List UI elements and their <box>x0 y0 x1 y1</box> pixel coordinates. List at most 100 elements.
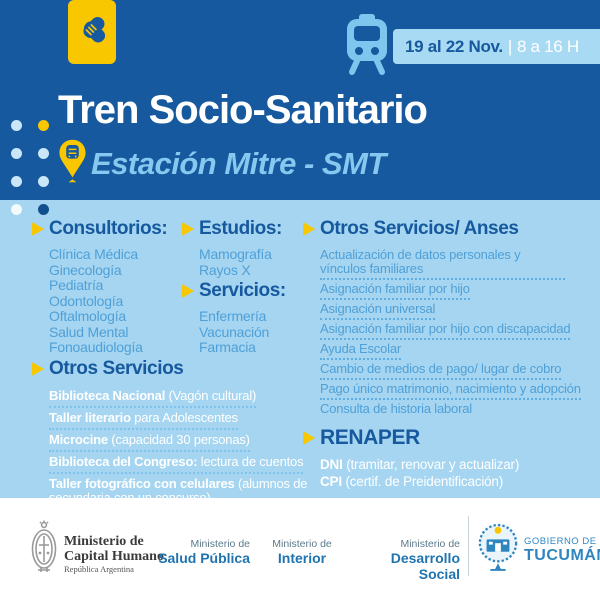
list-item: Salud Mental <box>49 323 129 340</box>
decorative-dot <box>11 204 22 215</box>
badge-hours: 8 a 16 H <box>516 36 579 56</box>
ministerio-salud-publica: Ministerio de Salud Pública <box>158 538 250 566</box>
list-item: Cambio de medios de pago/ lugar de cobro <box>320 361 562 380</box>
ministry-name: Salud Pública <box>158 550 250 566</box>
anses-list: Actualización de datos personales y vínc… <box>303 247 581 418</box>
item-lead: Biblioteca del Congreso: <box>49 454 198 469</box>
item-lead: Biblioteca Nacional <box>49 388 166 403</box>
decorative-dot <box>11 148 22 159</box>
subtitle-row: Estación Mitre - SMT <box>58 138 386 189</box>
item-rest: (capacidad 30 personas) <box>107 432 250 447</box>
servicios-list: Enfermería Vacunación Farmacia <box>182 308 286 356</box>
ministerio-capital-humano: Ministerio de Capital Humano República A… <box>64 534 164 575</box>
section-title: Otros Servicios <box>49 358 184 379</box>
bullet-triangle-icon <box>182 284 194 298</box>
list-item: Ayuda Escolar <box>320 341 401 360</box>
list-item: Biblioteca Nacional (Vagón cultural) <box>49 387 256 408</box>
item-rest: para Adolescentes <box>130 410 238 425</box>
consultorios-list: Clínica Médica Ginecología Pediatría Odo… <box>32 246 167 356</box>
section-renaper: RENAPER DNI (tramitar, renovar y actuali… <box>303 426 519 490</box>
bullet-triangle-icon <box>182 222 194 236</box>
section-title: Servicios: <box>199 280 286 301</box>
badge-dates: 19 al 22 Nov. <box>405 36 503 56</box>
decorative-dot <box>11 120 22 131</box>
bullet-triangle-icon <box>303 431 315 445</box>
item-lead: Taller fotográfico con celulares <box>49 476 235 491</box>
section-title: RENAPER <box>320 426 420 449</box>
section-anses: Otros Servicios/ Anses Actualización de … <box>303 218 581 419</box>
decorative-dot <box>38 176 49 187</box>
government-label: GOBIERNO DE <box>524 536 597 547</box>
bullet-triangle-icon <box>32 222 44 236</box>
section-title: Otros Servicios/ Anses <box>320 218 519 239</box>
list-item: Actualización de datos personales y vínc… <box>320 247 565 280</box>
renaper-list: DNI (tramitar, renovar y actualizar) CPI… <box>303 457 519 490</box>
header-banner: 19 al 22 Nov. | 8 a 16 H Tren Socio-Sani… <box>0 0 600 200</box>
decorative-dot <box>38 148 49 159</box>
bullet-triangle-icon <box>32 362 44 376</box>
section-title: Estudios: <box>199 218 282 239</box>
list-item: Oftalmología <box>49 308 126 324</box>
train-icon <box>344 14 390 76</box>
list-item: DNI (tramitar, renovar y actualizar) <box>320 457 519 474</box>
section-servicios: Servicios: Enfermería Vacunación Farmaci… <box>182 280 286 356</box>
handshake-logo-tile <box>68 0 116 64</box>
tucuman-emblem-icon <box>477 518 519 581</box>
list-item: Ginecología <box>49 261 122 278</box>
date-time-badge: 19 al 22 Nov. | 8 a 16 H <box>393 29 600 64</box>
decorative-dot <box>38 120 49 131</box>
ministry-name: Interior <box>277 550 327 566</box>
list-item: Fonoaudiología <box>49 339 143 355</box>
item-lead: Microcine <box>49 432 108 447</box>
list-item: Pediatría <box>49 277 104 293</box>
list-item: Rayos X <box>199 261 251 278</box>
section-consultorios: Consultorios: Clínica Médica Ginecología… <box>32 218 168 356</box>
item-rest: (tramitar, renovar y actualizar) <box>342 457 520 472</box>
estudios-list: Mamografía Rayos X <box>182 246 282 278</box>
section-estudios: Estudios: Mamografía Rayos X <box>182 218 282 278</box>
handshake-icon <box>73 11 111 54</box>
decorative-dot <box>11 176 22 187</box>
subtitle-text: Estación Mitre - SMT <box>91 145 386 181</box>
list-item: CPI (certif. de Preidentificación) <box>320 474 519 491</box>
item-lead: CPI <box>320 473 342 489</box>
list-item: Asignación familiar por hijo con discapa… <box>320 321 571 340</box>
ministry-label: Ministerio de <box>64 534 144 549</box>
list-item: Pago único matrimonio, nacimiento y adop… <box>320 381 581 400</box>
page-title: Tren Socio-Sanitario <box>58 88 428 132</box>
government-name: TUCUMÁN <box>524 547 600 564</box>
ministry-sub: República Argentina <box>64 564 134 574</box>
item-rest: lectura de cuentos <box>197 454 304 469</box>
decorative-dot <box>38 204 49 215</box>
ministerio-desarrollo-social: Ministerio de Desarrollo Social <box>352 538 460 582</box>
list-item: Taller literario para Adolescentes <box>49 409 238 430</box>
location-pin-train-icon <box>58 138 87 189</box>
ministerio-interior: Ministerio de Interior <box>268 538 336 566</box>
list-item: Farmacia <box>199 339 256 355</box>
item-lead: DNI <box>320 457 343 472</box>
list-item: Clínica Médica <box>49 246 139 262</box>
coat-of-arms-argentina-icon <box>28 520 60 583</box>
section-title: Consultorios: <box>49 218 168 239</box>
list-item: Consulta de historia laboral <box>320 401 472 416</box>
item-lead: Taller literario <box>49 410 131 425</box>
bullet-triangle-icon <box>303 222 315 236</box>
ministry-label: Ministerio de <box>400 538 460 550</box>
list-item: Asignación familiar por hijo <box>320 281 470 300</box>
list-item: Mamografía <box>199 246 272 262</box>
content-area: Consultorios: Clínica Médica Ginecología… <box>0 200 600 505</box>
ministry-label: Ministerio de <box>272 538 332 550</box>
footer-divider <box>468 516 469 576</box>
item-rest: (Vagón cultural) <box>165 388 257 403</box>
list-item: Biblioteca del Congreso: lectura de cuen… <box>49 453 304 474</box>
item-rest: (certif. de Preidentificación) <box>341 473 504 489</box>
list-item: Enfermería <box>199 308 267 324</box>
otros-servicios-list: Biblioteca Nacional (Vagón cultural) Tal… <box>32 387 319 508</box>
list-item: Vacunación <box>199 323 270 340</box>
list-item: Microcine (capacidad 30 personas) <box>49 431 250 452</box>
ministry-label: Ministerio de <box>190 538 250 550</box>
footer-logos: Ministerio de Capital Humano República A… <box>0 498 600 600</box>
badge-separator: | <box>507 36 512 56</box>
list-item: Odontología <box>49 292 124 309</box>
